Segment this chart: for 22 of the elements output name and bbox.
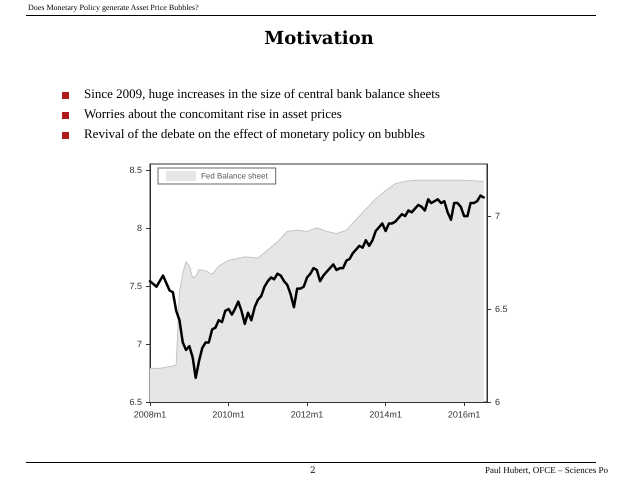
text: Revival of the debate on the effect of monetary policy on bubbles [84, 126, 425, 142]
y-tick-label: 8 [136, 222, 142, 233]
text: Paul Hubert, OFCE – Sciences Po [485, 465, 608, 475]
legend-label: Fed Balance sheet [201, 172, 268, 180]
y-tick-label: 7 [136, 338, 142, 349]
y-tick-label: 6.5 [129, 397, 142, 407]
x-tick-label: 2014m1 [369, 410, 402, 420]
x-tick-label: 2016m1 [448, 410, 480, 420]
y-tick-label: 8.5 [129, 164, 142, 175]
x-tick-label: 2010m1 [212, 410, 245, 420]
x-tick-label: 2012m1 [290, 410, 324, 420]
text: Since 2009, huge increases in the size of central bank balance sheets [84, 86, 440, 102]
y-tick-label: 7.5 [129, 280, 142, 291]
y2-tick-label: 7 [495, 211, 500, 222]
y2-tick-label: 6.5 [495, 304, 508, 314]
text: Worries about the concomitant rise in asset prices [84, 106, 342, 122]
text: Does Monetary Policy generate Asset Price Bubbles? [28, 3, 199, 12]
y2-tick-label: 6 [495, 397, 500, 407]
chart-title: Motivation [263, 28, 375, 49]
x-tick-label: 2008m1 [134, 410, 166, 420]
line-series [148, 194, 485, 380]
text: 2 [310, 466, 316, 476]
